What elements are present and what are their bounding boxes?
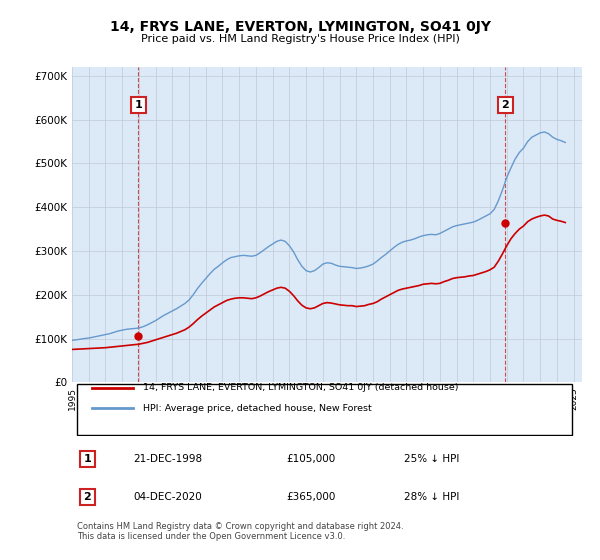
Text: HPI: Average price, detached house, New Forest: HPI: Average price, detached house, New … bbox=[143, 404, 372, 413]
FancyBboxPatch shape bbox=[77, 384, 572, 435]
Text: 2: 2 bbox=[83, 492, 91, 502]
Text: £365,000: £365,000 bbox=[286, 492, 335, 502]
Text: 1: 1 bbox=[134, 100, 142, 110]
Text: 21-DEC-1998: 21-DEC-1998 bbox=[133, 454, 202, 464]
Text: 04-DEC-2020: 04-DEC-2020 bbox=[133, 492, 202, 502]
Text: 14, FRYS LANE, EVERTON, LYMINGTON, SO41 0JY: 14, FRYS LANE, EVERTON, LYMINGTON, SO41 … bbox=[110, 20, 491, 34]
Text: 25% ↓ HPI: 25% ↓ HPI bbox=[404, 454, 459, 464]
Text: 1: 1 bbox=[83, 454, 91, 464]
Text: 14, FRYS LANE, EVERTON, LYMINGTON, SO41 0JY (detached house): 14, FRYS LANE, EVERTON, LYMINGTON, SO41 … bbox=[143, 383, 459, 392]
Text: 28% ↓ HPI: 28% ↓ HPI bbox=[404, 492, 459, 502]
Text: Price paid vs. HM Land Registry's House Price Index (HPI): Price paid vs. HM Land Registry's House … bbox=[140, 34, 460, 44]
Text: £105,000: £105,000 bbox=[286, 454, 335, 464]
Text: Contains HM Land Registry data © Crown copyright and database right 2024.
This d: Contains HM Land Registry data © Crown c… bbox=[77, 522, 404, 542]
Text: 2: 2 bbox=[502, 100, 509, 110]
